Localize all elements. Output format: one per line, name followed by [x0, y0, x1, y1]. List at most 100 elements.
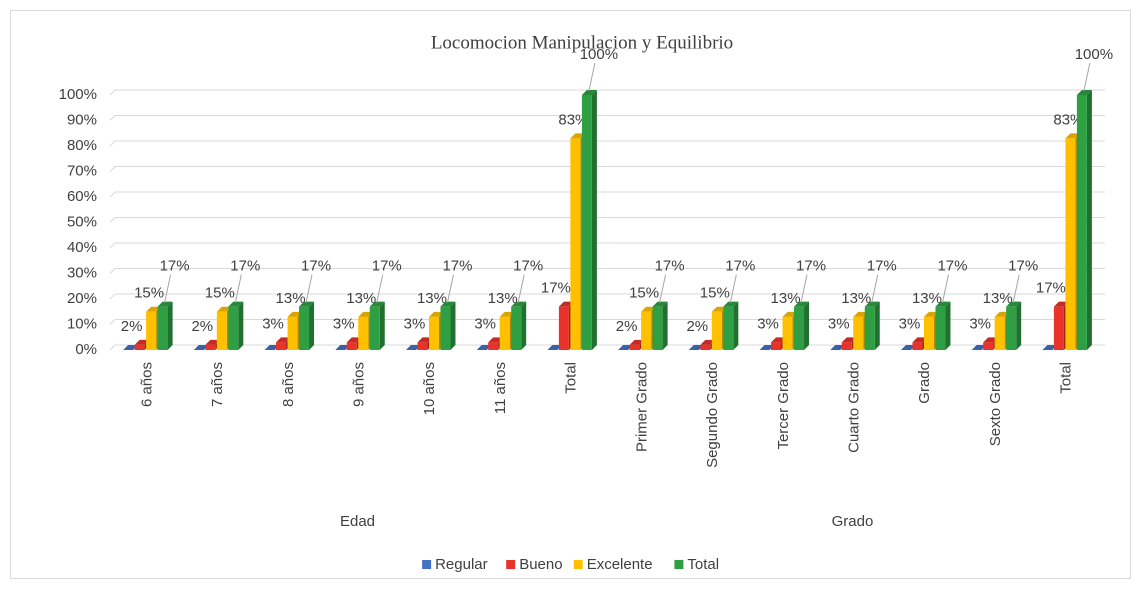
bar-top [1053, 301, 1069, 307]
leader-line [871, 274, 879, 303]
bar [417, 342, 428, 350]
bar [287, 316, 298, 350]
data-label: 15% [205, 285, 235, 302]
chart-title: Locomocion Manipulacion y Equilibrio [431, 32, 733, 53]
grid-line [109, 268, 1105, 274]
y-tick-label: 80% [67, 137, 97, 154]
data-label: 3% [404, 315, 426, 332]
bar [782, 316, 793, 350]
data-label: 13% [417, 290, 447, 307]
x-tick-label: Tercer Grado [775, 362, 792, 450]
bar-top [652, 301, 668, 307]
bar [205, 344, 216, 350]
bar-side [450, 301, 456, 350]
bar [983, 342, 994, 350]
bar [570, 138, 581, 350]
bar [935, 306, 946, 350]
data-label: 17% [301, 258, 331, 275]
bar-top [440, 301, 456, 307]
data-label: 17% [796, 258, 826, 275]
bar [358, 316, 369, 350]
data-label: 17% [541, 280, 571, 297]
bar-top [346, 337, 362, 343]
data-label: 83% [1053, 111, 1083, 128]
data-label: 15% [134, 285, 164, 302]
x-tick-label: 9 años [350, 362, 367, 407]
legend-swatch [422, 560, 432, 569]
legend-swatch [506, 560, 516, 569]
bar-top [264, 345, 280, 350]
x-tick-label: 10 años [421, 362, 438, 415]
leader-line [1083, 62, 1091, 92]
group-label: Edad [340, 513, 375, 530]
x-tick-label: Cuarto Grado [845, 362, 862, 453]
legend-label: Regular [435, 556, 488, 573]
bar [923, 316, 934, 350]
bar [853, 316, 864, 350]
bar [346, 342, 357, 350]
bar [581, 95, 592, 350]
bar-side [804, 301, 810, 350]
bar-top [629, 339, 645, 345]
bar [841, 342, 852, 350]
data-label: 3% [262, 315, 284, 332]
bar-side [309, 301, 315, 350]
grid-line [109, 140, 1105, 147]
x-tick-label: 6 años [138, 362, 155, 407]
bar-top [935, 301, 951, 307]
y-tick-label: 100% [59, 86, 97, 103]
x-tick-label: 8 años [280, 362, 297, 407]
bar [440, 306, 451, 350]
bar [511, 306, 522, 350]
bar [499, 316, 510, 350]
y-tick-label: 30% [67, 264, 97, 281]
x-tick-label: Segundo Grado [704, 362, 721, 468]
grid-line [109, 115, 1105, 121]
bar [1076, 95, 1087, 350]
x-tick-label: Grado [916, 362, 933, 404]
bar-top [759, 345, 775, 350]
x-tick-label: Total [563, 362, 580, 394]
y-tick-label: 60% [67, 188, 97, 205]
leader-line [588, 62, 596, 92]
bar [228, 306, 239, 350]
bar-top [994, 311, 1010, 317]
bar-top [358, 311, 374, 317]
data-label: 100% [580, 46, 618, 63]
bar-side [662, 301, 668, 350]
leader-line [376, 274, 384, 303]
y-tick-label: 10% [67, 315, 97, 332]
bar-top [511, 301, 527, 307]
bar-top [900, 345, 916, 350]
bar-top [1076, 90, 1092, 95]
grid-line [109, 319, 1105, 325]
bar-top [146, 306, 162, 312]
data-label: 17% [867, 258, 897, 275]
bar-top [830, 345, 846, 350]
x-tick-label: Total [1058, 362, 1075, 394]
data-label: 3% [474, 315, 496, 332]
bar [864, 306, 875, 350]
bar-top [405, 345, 421, 350]
bar-top [369, 301, 385, 307]
data-label: 17% [442, 258, 472, 275]
data-label: 17% [230, 258, 260, 275]
bar-top [1006, 301, 1022, 307]
leader-line [800, 274, 808, 303]
data-label: 13% [841, 290, 871, 307]
data-label: 13% [983, 290, 1013, 307]
bar [723, 306, 734, 350]
legend-label: Excelente [587, 556, 653, 573]
data-label: 2% [616, 318, 638, 335]
bar-top [335, 345, 351, 350]
leader-line [234, 274, 242, 303]
bar-top [853, 311, 869, 317]
data-label: 100% [1075, 46, 1113, 63]
data-label: 17% [655, 258, 685, 275]
bar [134, 344, 145, 350]
y-tick-label: 70% [67, 162, 97, 179]
y-tick-label: 50% [67, 213, 97, 230]
bar [157, 306, 168, 350]
bar-side [1086, 90, 1092, 350]
